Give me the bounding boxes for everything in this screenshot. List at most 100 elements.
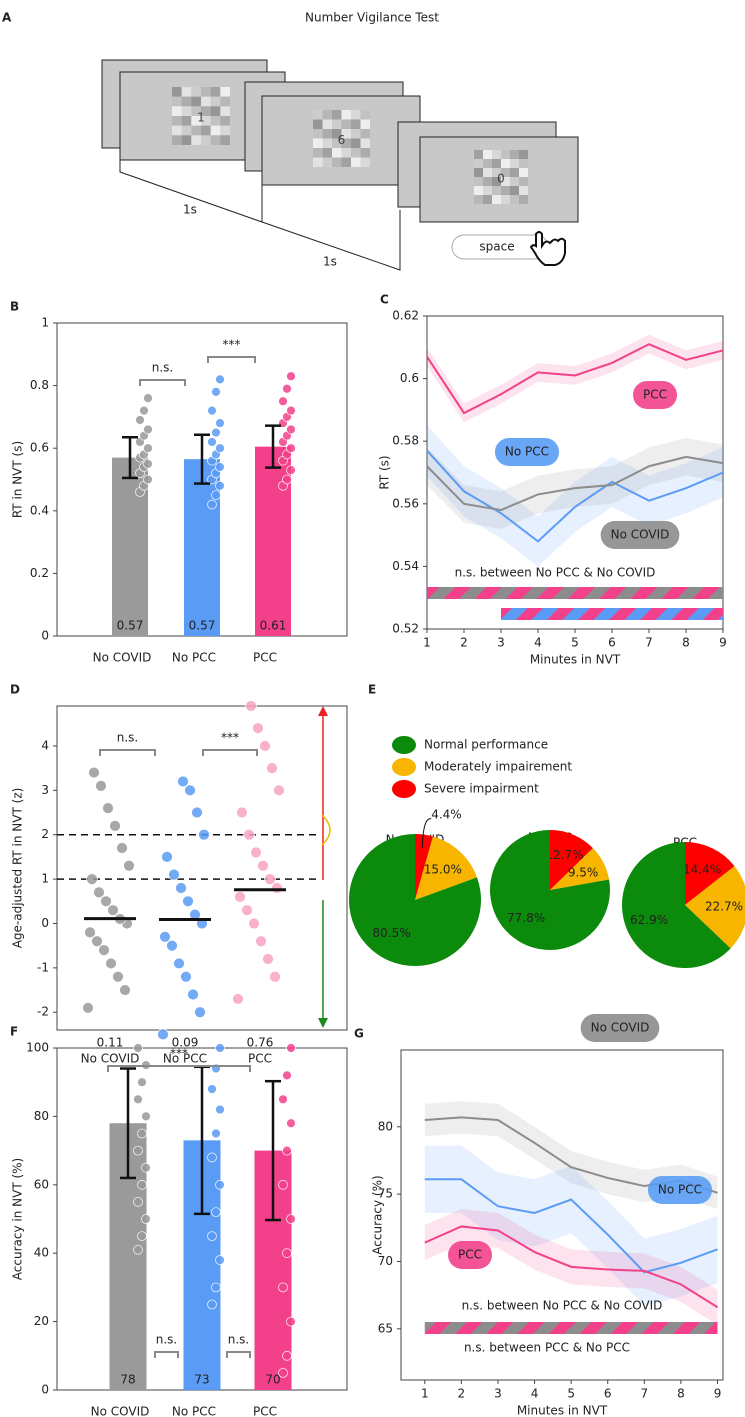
mask-cell xyxy=(483,168,492,177)
plot-frame xyxy=(56,705,348,1031)
x-tick-label: 8 xyxy=(682,636,690,650)
data-point xyxy=(119,984,131,996)
sig-bracket xyxy=(154,1351,179,1358)
data-point xyxy=(109,819,121,832)
pie-value-label: 62.9% xyxy=(630,913,668,927)
data-point xyxy=(286,1118,296,1129)
error-band xyxy=(427,334,723,423)
mask-cell xyxy=(474,177,483,186)
mask-cell xyxy=(313,129,323,139)
data-point xyxy=(211,1207,221,1218)
data-point xyxy=(215,480,225,491)
mask-cell xyxy=(519,195,528,204)
data-point xyxy=(211,386,221,397)
data-point xyxy=(215,1104,225,1115)
legend-swatch xyxy=(392,758,416,776)
significance-stripe xyxy=(424,1322,718,1334)
value-label: 0.61 xyxy=(260,619,287,633)
data-point xyxy=(194,1006,206,1019)
data-point xyxy=(133,1145,143,1156)
mask-cell xyxy=(341,148,351,158)
mask-cell xyxy=(313,157,323,167)
x-tick-label: 2 xyxy=(458,1387,466,1401)
series-line xyxy=(426,455,724,512)
data-point xyxy=(282,1145,292,1156)
mask-cell xyxy=(181,96,192,107)
mask-cell xyxy=(332,138,342,148)
panel-label: D xyxy=(10,683,20,697)
data-point xyxy=(207,1152,217,1163)
y-tick-label: -2 xyxy=(37,1005,49,1019)
mask-cell xyxy=(313,138,323,148)
data-point xyxy=(207,437,217,447)
mask-cell xyxy=(172,125,182,136)
data-point xyxy=(159,930,171,943)
mask-cell xyxy=(341,129,351,139)
mask-cell xyxy=(322,119,332,129)
mask-cell xyxy=(474,186,483,195)
significance-stripe xyxy=(501,608,723,620)
data-point xyxy=(278,1282,288,1293)
data-point xyxy=(273,784,285,797)
mask-cell xyxy=(483,195,492,204)
data-point xyxy=(143,458,153,469)
mask-cell xyxy=(332,110,342,120)
series-label: No PCC xyxy=(505,445,549,459)
data-point xyxy=(141,1214,151,1224)
y-axis-label: RT (s) xyxy=(378,455,392,489)
data-point xyxy=(286,443,296,454)
mask-cell xyxy=(501,186,510,195)
x-tick-label: 5 xyxy=(571,636,579,650)
mask-cell xyxy=(351,110,361,120)
x-tick-label: 9 xyxy=(714,1387,722,1401)
mask-cell xyxy=(501,159,510,168)
x-tick-label: 7 xyxy=(645,636,653,650)
key-label: space xyxy=(479,240,514,254)
mask-cell xyxy=(483,177,492,186)
y-axis-label: RT in NVT (s) xyxy=(11,441,25,518)
data-point xyxy=(282,1248,292,1259)
x-tick-label: 3 xyxy=(497,636,505,650)
data-point xyxy=(278,1368,288,1378)
data-point xyxy=(133,1094,143,1105)
data-point xyxy=(105,957,117,970)
series-label: No COVID xyxy=(611,528,670,542)
sig-bracket xyxy=(226,1351,251,1358)
mask-cell xyxy=(492,168,501,177)
x-tick-label: 1 xyxy=(423,636,431,650)
mask-cell xyxy=(201,116,211,126)
x-tick-label: 1 xyxy=(421,1387,429,1401)
mask-cell xyxy=(210,135,221,145)
y-tick-label: 0.54 xyxy=(392,559,419,573)
mask-cell xyxy=(492,186,501,195)
data-point xyxy=(93,886,105,899)
data-point xyxy=(182,895,194,908)
x-tick-label: 5 xyxy=(567,1387,575,1401)
y-tick-label: 3 xyxy=(41,783,49,797)
mask-cell xyxy=(220,116,230,126)
data-point xyxy=(198,828,210,841)
data-point xyxy=(266,762,278,775)
mask-cell xyxy=(210,87,221,97)
value-label: 0.57 xyxy=(117,619,144,633)
pie-slice xyxy=(685,866,745,949)
data-point xyxy=(135,415,145,425)
x-tick-label: PCC xyxy=(248,1052,272,1066)
data-point xyxy=(143,424,153,435)
mask-cell xyxy=(360,119,370,129)
data-point xyxy=(264,873,276,885)
data-point xyxy=(259,740,271,752)
y-tick-label: 0.4 xyxy=(30,503,49,517)
mask-cell xyxy=(510,168,519,177)
error-band xyxy=(427,438,723,529)
x-axis-label: Minutes in NVT xyxy=(517,1404,608,1417)
y-tick-label: 80 xyxy=(34,1109,49,1123)
mask-cell xyxy=(351,157,361,167)
sig-label: *** xyxy=(223,338,241,352)
data-point xyxy=(107,904,119,917)
value-label: 0.11 xyxy=(97,1036,124,1050)
pie-slice xyxy=(550,830,593,890)
data-point xyxy=(278,1094,288,1105)
legend-label: Normal performance xyxy=(424,738,548,752)
series-label-box xyxy=(647,1176,713,1204)
